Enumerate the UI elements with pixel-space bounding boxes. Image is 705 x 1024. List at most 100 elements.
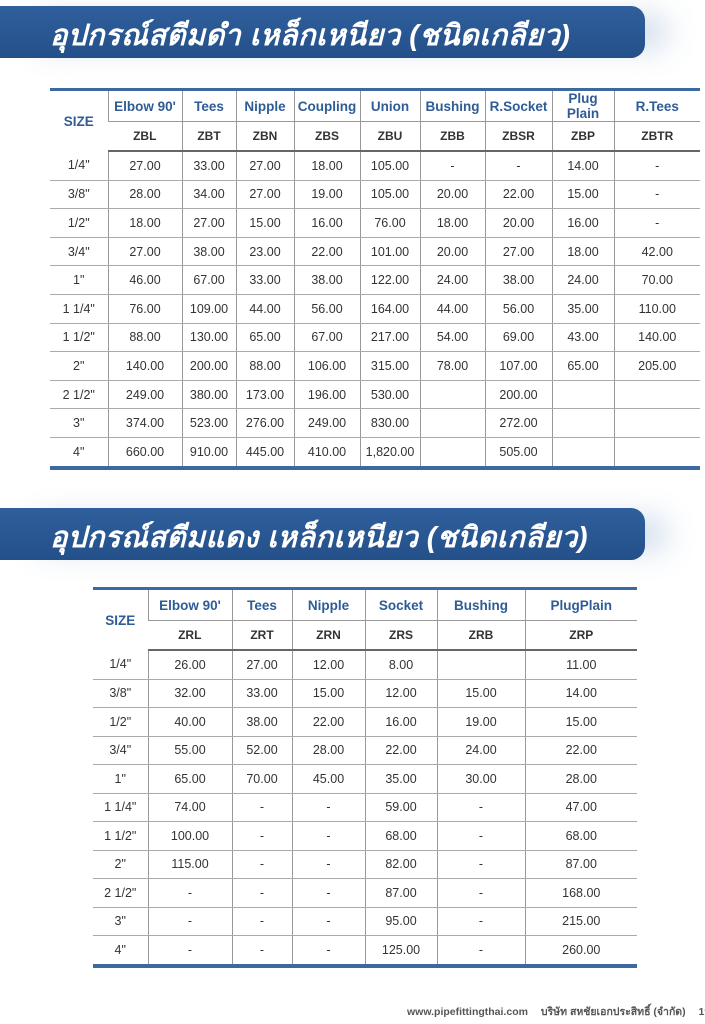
table-row: 3/4" 27.00 38.00 23.00 22.00 101.00 20.00 27.00… [50, 237, 700, 267]
column-header: Coupling [293, 88, 360, 122]
table-row: 1 1/4" 76.00 109.00 44.00 56.00 164.00 44.00 56… [50, 294, 700, 324]
price-cell: - [436, 821, 525, 851]
price-cell [419, 437, 485, 470]
price-cell: 168.00 [524, 878, 637, 908]
price-cell: 22.00 [484, 180, 552, 210]
price-cell: 38.00 [181, 237, 236, 267]
price-cell: - [291, 821, 365, 851]
price-cell: 27.00 [181, 208, 236, 238]
price-cell: 125.00 [364, 935, 437, 968]
column-code: ZRB [436, 620, 525, 651]
price-cell: 56.00 [293, 294, 360, 324]
price-cell: 38.00 [293, 265, 360, 295]
size-cell: 2" [50, 351, 108, 381]
price-cell [551, 380, 614, 410]
size-cell: 1 1/2" [93, 821, 148, 851]
price-cell: 276.00 [235, 408, 294, 438]
column-code: ZBS [293, 121, 360, 152]
column-header: Tees [181, 88, 236, 122]
price-cell: 28.00 [524, 764, 637, 794]
price-cell: 130.00 [181, 323, 236, 353]
price-cell [551, 437, 614, 470]
table-row: 4" 660.00 910.00 445.00 410.00 1,820.00 505.00 [50, 437, 700, 470]
price-cell: - [613, 180, 700, 210]
price-cell: - [231, 935, 292, 968]
table-row: 1 1/2" 88.00 130.00 65.00 67.00 217.00 54.00 69… [50, 323, 700, 353]
price-cell: 105.00 [359, 180, 420, 210]
price-cell: 523.00 [181, 408, 236, 438]
price-cell: 47.00 [524, 793, 637, 822]
price-cell: 20.00 [484, 208, 552, 238]
company-name: บริษัท สหชัยเอกประสิทธิ์ (จำกัด) [540, 1006, 686, 1018]
table-row: 3/8" 28.00 34.00 27.00 19.00 105.00 20.00 22.00… [50, 180, 700, 210]
price-cell: - [419, 151, 485, 181]
column-header: Bushing [436, 587, 525, 621]
page-number: 19 [698, 1006, 705, 1018]
size-cell: 2 1/2" [50, 380, 108, 410]
price-cell: 65.00 [551, 351, 614, 381]
price-cell: 15.00 [551, 180, 614, 210]
price-cell: 87.00 [524, 850, 637, 879]
size-header: SIZE [93, 587, 148, 650]
price-cell: 910.00 [181, 437, 236, 470]
price-cell: - [291, 793, 365, 822]
column-header: Nipple [291, 587, 365, 621]
price-cell: 1,820.00 [359, 437, 420, 470]
price-cell: 24.00 [551, 265, 614, 295]
size-cell: 3/4" [50, 237, 108, 267]
table-row: 1" 46.00 67.00 33.00 38.00 122.00 24.00 38.00 24… [50, 265, 700, 295]
price-cell: 35.00 [364, 764, 437, 794]
table-row: 2 1/2" - - -87.00-168.00 [93, 878, 637, 908]
price-cell: 16.00 [293, 208, 360, 238]
size-cell: 1 1/4" [93, 793, 148, 822]
price-cell: 65.00 [147, 764, 232, 794]
price-cell: 70.00 [231, 764, 292, 794]
price-cell: 110.00 [613, 294, 700, 324]
price-cell: 35.00 [551, 294, 614, 324]
price-cell: 15.00 [235, 208, 294, 238]
price-cell: - [231, 850, 292, 879]
price-table-red-fittings: SIZE Elbow 90' Tees Nipple Socket Bushing Plug… [93, 587, 637, 968]
price-cell: - [231, 821, 292, 851]
section-title: อุปกรณ์สตีมแดง เหล็กเหนียว (ชนิดเกลียว) [50, 522, 588, 554]
column-code: ZBL [108, 121, 182, 152]
price-cell: - [291, 878, 365, 908]
price-cell: 14.00 [551, 151, 614, 181]
price-cell: 249.00 [293, 408, 360, 438]
price-cell: 22.00 [524, 736, 637, 765]
price-cell: 26.00 [147, 650, 232, 680]
price-cell: 27.00 [235, 151, 294, 181]
size-cell: 1/4" [50, 151, 108, 181]
price-cell: 78.00 [419, 351, 485, 381]
price-cell: 8.00 [364, 650, 437, 680]
price-cell: 106.00 [293, 351, 360, 381]
price-cell: 200.00 [484, 380, 552, 410]
price-cell: 45.00 [291, 764, 365, 794]
price-cell: - [291, 907, 365, 936]
website-link[interactable]: www.pipefittingthai.com [407, 1006, 528, 1018]
price-cell [419, 408, 485, 438]
size-cell: 3/4" [93, 736, 148, 765]
price-cell: 140.00 [107, 351, 182, 381]
price-cell: 27.00 [107, 237, 182, 267]
price-cell: 100.00 [147, 821, 232, 851]
price-cell: 20.00 [419, 180, 485, 210]
price-cell: 173.00 [235, 380, 294, 410]
price-cell: 200.00 [181, 351, 236, 381]
price-cell: 101.00 [359, 237, 420, 267]
column-code: ZRN [291, 620, 365, 651]
price-cell: - [231, 878, 292, 908]
price-cell [613, 380, 700, 410]
column-code: ZBTR [613, 121, 700, 152]
price-cell: 505.00 [484, 437, 552, 470]
table-row: 1/2" 18.00 27.00 15.00 16.00 76.00 18.00 20.00 1… [50, 208, 700, 238]
price-cell: 28.00 [107, 180, 182, 210]
size-cell: 1" [93, 764, 148, 794]
price-cell: 18.00 [107, 208, 182, 238]
size-cell: 3/8" [93, 679, 148, 708]
size-cell: 3/8" [50, 180, 108, 210]
price-cell: 44.00 [419, 294, 485, 324]
price-cell: - [231, 793, 292, 822]
price-cell: - [291, 935, 365, 968]
price-cell: 24.00 [419, 265, 485, 295]
